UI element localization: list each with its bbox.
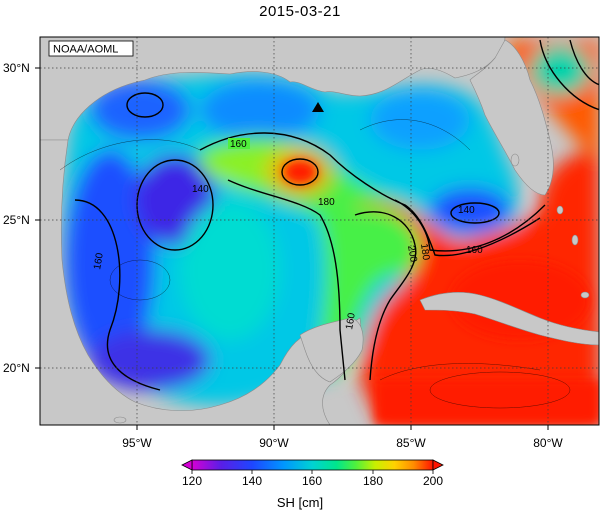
station-triangle-icon <box>312 102 324 112</box>
land-masses <box>40 37 599 425</box>
map-area: 160 140 180 140 160 200 180 160 160 NOAA… <box>40 37 599 425</box>
credit-box <box>48 40 134 57</box>
grid-lines <box>40 37 599 425</box>
lat-label: 25°N <box>3 213 30 227</box>
tick-marks <box>35 67 549 430</box>
lat-label: 30°N <box>3 61 30 75</box>
contour-label: 140 <box>458 205 475 216</box>
lon-label: 80°W <box>533 436 563 450</box>
florida-land <box>469 39 554 196</box>
colorbar-tick: 180 <box>363 474 383 488</box>
lon-label: 90°W <box>259 436 289 450</box>
colorbar-label: SH [cm] <box>276 495 324 510</box>
contour-label: 180 <box>318 197 335 208</box>
yucatan-land <box>299 317 364 383</box>
colorbar: 120 140 160 180 200 <box>181 459 444 488</box>
lon-label: 85°W <box>396 436 426 450</box>
contour-label-group: 160 140 180 140 160 200 180 160 160 <box>92 138 483 331</box>
map-title: 2015-03-21 <box>259 3 341 20</box>
colorbar-gradient <box>191 459 434 471</box>
colorbar-tick: 140 <box>242 474 262 488</box>
colorbar-min-arrow <box>181 459 193 471</box>
colorbar-max-arrow <box>432 459 444 471</box>
colorbar-tick: 120 <box>182 474 202 488</box>
credit-label: NOAA/AOML <box>53 44 118 56</box>
contour-label: 140 <box>192 184 209 195</box>
lat-label: 20°N <box>3 361 30 375</box>
map-frame <box>39 36 600 426</box>
contour-label: 160 <box>466 245 483 256</box>
contour-label: 160 <box>92 252 106 271</box>
lon-label: 95°W <box>122 436 152 450</box>
colorbar-tick: 160 <box>302 474 322 488</box>
colorbar-tick: 200 <box>423 474 443 488</box>
contour-label: 200 <box>405 245 419 264</box>
contour-label: 180 <box>418 243 431 261</box>
north-coast-land <box>40 37 506 141</box>
cuba-land <box>419 291 599 346</box>
contour-label: 160 <box>344 312 358 331</box>
contour-label: 160 <box>230 139 247 150</box>
minor-contours <box>59 119 571 409</box>
